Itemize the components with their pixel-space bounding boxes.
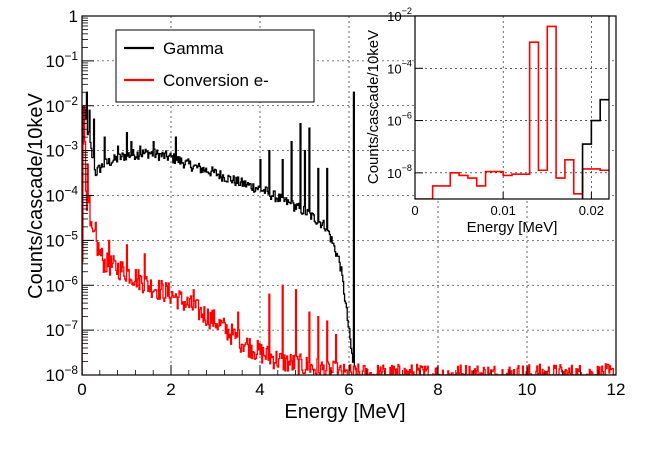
main-y-tick-label: 10−2 — [46, 94, 79, 116]
main-y-tick-labels: 1 10−1 10−2 10−3 10−4 10−5 10−6 10−7 10−8 — [46, 7, 79, 385]
inset-series-conversion-e — [415, 25, 609, 199]
main-x-tick-label: 2 — [166, 380, 175, 399]
main-y-tick-label: 10−8 — [46, 363, 79, 385]
main-y-tick-label: 10−1 — [46, 49, 79, 71]
inset-y-tick-labels: 10−2 10−4 10−6 10−8 — [387, 6, 412, 181]
inset-background — [415, 16, 609, 199]
legend-label-gamma: Gamma — [163, 39, 224, 58]
inset-plot-frame — [414, 15, 610, 200]
inset-y-tick-label: 10−4 — [387, 58, 412, 76]
legend: Gamma Conversion e- — [115, 29, 315, 103]
inset-series-gamma — [581, 98, 609, 199]
inset-ticks — [414, 15, 592, 199]
main-x-tick-label: 8 — [433, 380, 442, 399]
main-series-conversion-e — [82, 105, 616, 375]
inset-series — [415, 25, 609, 199]
inset-grid — [415, 16, 609, 199]
inset-x-tick-label: 0.02 — [579, 203, 604, 218]
legend-label-conversion-e: Conversion e- — [163, 71, 269, 90]
inset-plot: 0 0.01 0.02 10−210−410−610−8 Energy [MeV] … — [365, 6, 610, 236]
main-x-tick-label: 10 — [518, 380, 537, 399]
main-y-tick-label: 10−7 — [46, 318, 79, 340]
inset-x-tick-labels: 0 0.01 0.02 — [411, 203, 604, 218]
main-y-tick-label: 10−6 — [46, 273, 79, 295]
inset-y-tick-label: 10−6 — [387, 111, 412, 129]
main-x-axis-title: Energy [MeV] — [284, 401, 405, 423]
main-x-tick-label: 0 — [77, 380, 86, 399]
main-plot: 0 2 4 6 8 10 12 110−110−210−310−410−510−610−71… — [25, 7, 625, 423]
legend-box — [115, 29, 315, 103]
inset-y-tick-label: 10−2 — [387, 6, 412, 24]
main-series-gamma — [82, 91, 616, 375]
inset-x-tick-label: 0 — [411, 203, 418, 218]
main-ticks — [81, 15, 617, 376]
inset-x-tick-label: 0.01 — [491, 203, 516, 218]
inset-y-tick-label: 10−8 — [387, 163, 412, 181]
inset-x-axis-title: Energy [MeV] — [467, 219, 558, 236]
main-y-tick-label: 10−3 — [46, 139, 79, 161]
main-y-tick-label: 10−4 — [46, 184, 79, 206]
main-y-tick-label: 1 — [69, 7, 78, 26]
inset-y-axis-title: Counts/cascade/10keV — [365, 30, 382, 184]
main-x-tick-labels: 0 2 4 6 8 10 12 — [77, 380, 625, 399]
main-x-tick-label: 6 — [344, 380, 353, 399]
main-y-tick-label: 10−5 — [46, 228, 79, 250]
main-series — [82, 91, 616, 375]
main-x-tick-label: 4 — [255, 380, 264, 399]
main-x-tick-label: 12 — [607, 380, 626, 399]
main-y-axis-title: Counts/cascade/10keV — [25, 93, 47, 299]
